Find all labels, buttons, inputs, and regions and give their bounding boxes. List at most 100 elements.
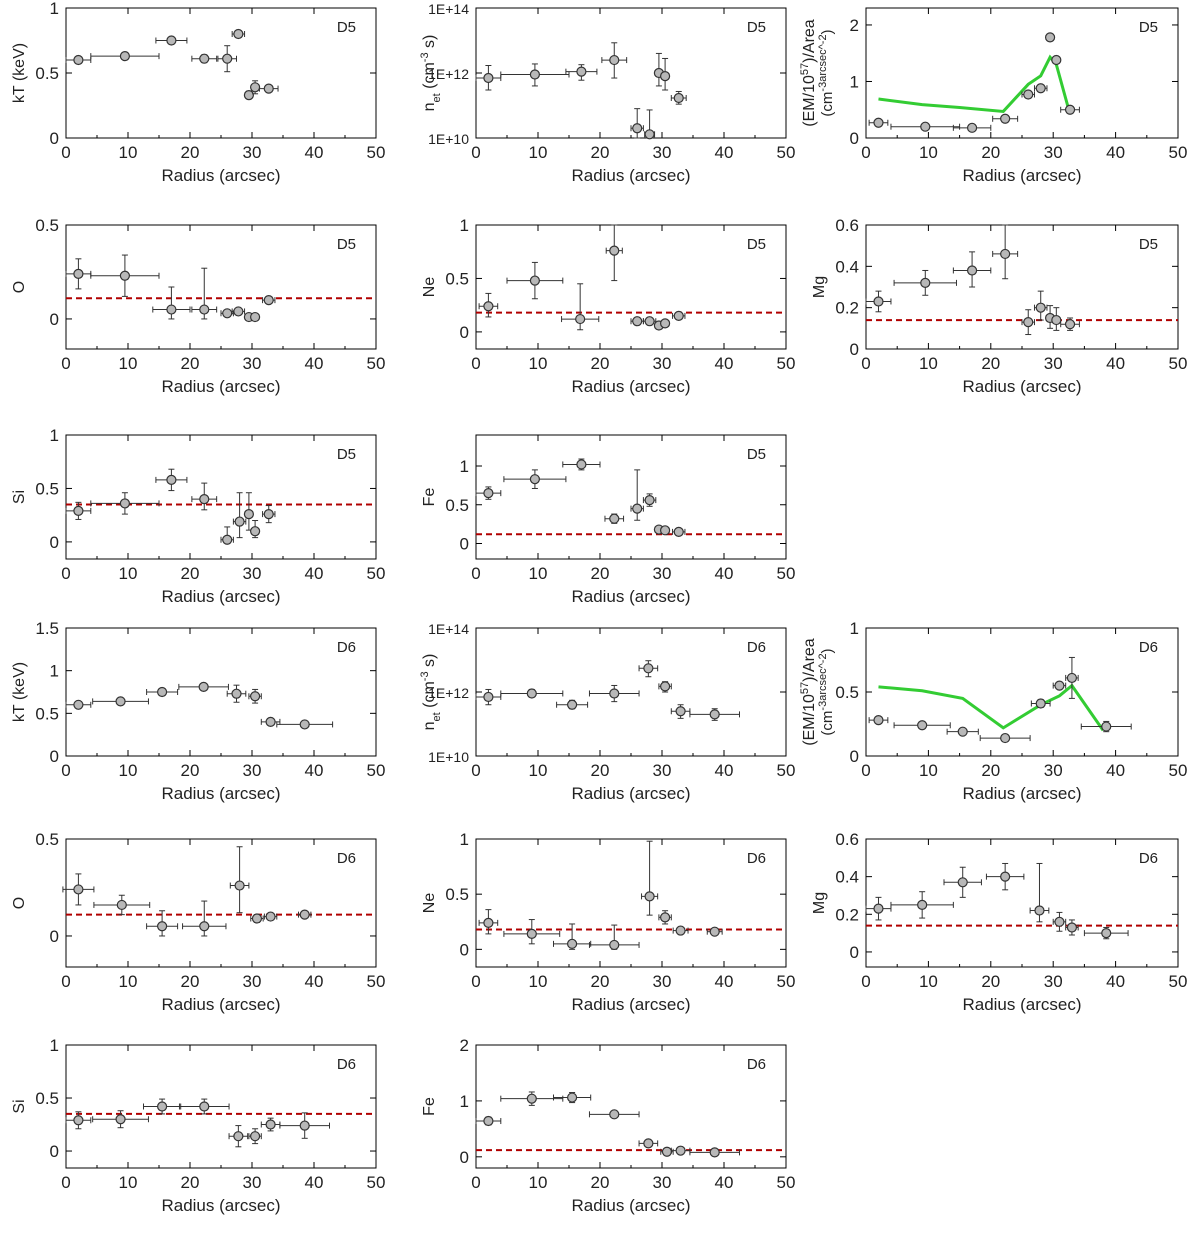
data-marker: [659, 318, 671, 329]
panel-tag: D5: [747, 446, 766, 463]
data-marker: [166, 474, 177, 485]
data-marker: [199, 53, 210, 64]
y-tick-label: 0: [460, 323, 469, 342]
x-tick-label: 30: [653, 761, 672, 780]
data-marker: [222, 534, 233, 545]
data-point: [1060, 317, 1080, 331]
panel-tag: D5: [1139, 19, 1158, 36]
panel-net-D6: 0 10 20 30 40 50 1E+10 1E+12 1E+14 Radius (arcsec…: [419, 621, 795, 803]
data-marker: [233, 306, 244, 317]
x-tick-label: 50: [1169, 972, 1188, 991]
data-marker: [199, 494, 210, 505]
data-marker: [1051, 314, 1062, 326]
y-tick-label: 0.5: [835, 683, 859, 702]
panel-O-D5: 0 10 20 30 40 50 0 0.5 Radius (arcsec) O D5: [11, 216, 385, 396]
y-tick-label: 0.5: [35, 704, 59, 723]
data-point: [952, 251, 992, 288]
y-tick-label: 0: [460, 940, 469, 959]
x-tick-label: 50: [777, 143, 796, 162]
x-tick-label: 40: [305, 761, 324, 780]
x-tick-label: 30: [653, 354, 672, 373]
x-tick-label: 50: [777, 761, 796, 780]
data-marker: [250, 82, 261, 93]
data-point: [65, 54, 92, 66]
data-point: [658, 910, 672, 925]
y-tick-label: 0: [850, 129, 859, 148]
x-tick-label: 20: [591, 564, 610, 583]
data-point: [893, 720, 951, 731]
x-tick-label: 10: [919, 761, 938, 780]
data-point: [178, 1098, 230, 1115]
y-axis-label-group: Fe: [421, 1097, 438, 1116]
x-tick-label: 10: [119, 564, 138, 583]
data-point: [659, 525, 671, 536]
data-marker: [675, 925, 686, 936]
panel-Si-D5: 0 10 20 30 40 50 0 0.5 1 Radius (arcsec) Si D5: [11, 426, 385, 606]
data-marker: [709, 709, 720, 720]
x-tick-label: 20: [591, 972, 610, 991]
data-marker: [73, 699, 84, 710]
data-point: [231, 306, 246, 317]
x-tick-label: 40: [1106, 143, 1125, 162]
x-tick-label: 30: [1044, 143, 1063, 162]
data-point: [672, 925, 689, 936]
x-tick-label: 30: [243, 972, 262, 991]
panel-Si-D6: 0 10 20 30 40 50 0 0.5 1 Radius (arcsec) Si D6: [11, 1036, 385, 1215]
data-marker: [1066, 922, 1078, 933]
panel-tag: D6: [1139, 850, 1158, 867]
y-tick-label: 0.4: [835, 868, 859, 887]
panel-Ne-D6: 0 10 20 30 40 50 0 0.5 1 Radius (arcsec) Ne D6: [421, 830, 795, 1014]
data-marker: [234, 880, 245, 891]
data-marker: [1066, 672, 1078, 684]
x-tick-label: 20: [181, 354, 200, 373]
data-point: [868, 117, 889, 128]
data-point: [182, 900, 227, 937]
y-axis-label-group: Mg: [811, 276, 828, 298]
data-point: [689, 1147, 740, 1158]
x-axis-label: Radius (arcsec): [571, 1196, 690, 1215]
x-tick-label: 40: [1106, 972, 1125, 991]
y-axis-label-group: O: [11, 281, 28, 293]
data-marker: [709, 926, 720, 937]
y-tick-label: 0: [50, 129, 59, 148]
data-point: [1083, 926, 1129, 940]
data-marker: [609, 513, 620, 524]
data-point: [653, 52, 665, 87]
data-point: [890, 121, 961, 132]
x-tick-label: 10: [119, 143, 138, 162]
x-tick-label: 0: [61, 761, 70, 780]
data-marker: [1023, 89, 1034, 100]
y-axis-label-units: (cm-3arcsec^-2): [817, 648, 836, 735]
data-point: [298, 909, 312, 920]
y-tick-label: 0: [460, 535, 469, 554]
y-tick-label: 1E+12: [428, 66, 469, 82]
data-point: [670, 704, 691, 719]
y-axis-label-group: net (cm-3 s): [419, 654, 443, 731]
data-point: [90, 492, 160, 515]
plot-frame: [865, 224, 1179, 350]
data-marker: [250, 1131, 261, 1142]
x-tick-label: 50: [367, 143, 386, 162]
y-tick-label: 0.5: [35, 216, 59, 235]
data-marker: [234, 516, 245, 527]
x-tick-label: 20: [591, 143, 610, 162]
data-marker: [119, 498, 131, 509]
data-marker: [675, 1145, 686, 1156]
data-point: [260, 716, 281, 727]
y-axis-label: Ne: [421, 277, 438, 298]
y-tick-label: 0.5: [35, 830, 59, 849]
plot-frame: [475, 627, 787, 757]
plot-frame: [65, 7, 377, 139]
data-point: [279, 1112, 330, 1139]
data-point: [946, 726, 979, 737]
data-point: [65, 699, 92, 710]
data-marker: [873, 715, 884, 726]
x-tick-label: 10: [119, 354, 138, 373]
data-point: [243, 89, 254, 101]
data-point: [93, 894, 151, 916]
data-point: [588, 684, 640, 703]
data-point: [1021, 309, 1035, 336]
data-marker: [1044, 32, 1056, 43]
data-marker: [119, 270, 131, 281]
panel-net-D5: 0 10 20 30 40 50 1E+10 1E+12 1E+14 Radius (arcsec…: [419, 1, 795, 185]
